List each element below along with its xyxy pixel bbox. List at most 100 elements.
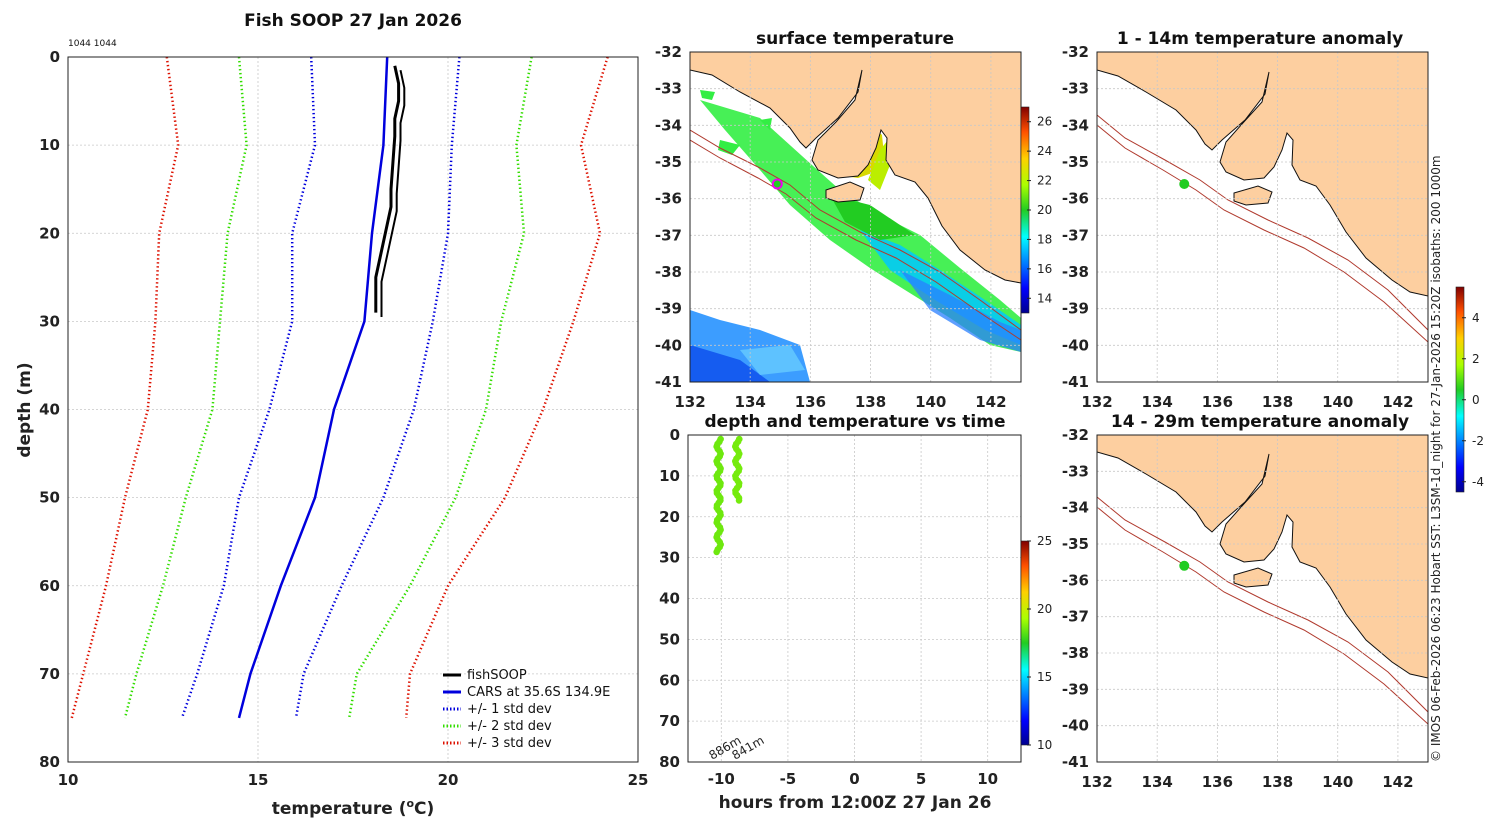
depth-time-colorbar-ticks: 10 15 20 25 xyxy=(1027,534,1052,752)
anomaly-14-29-title: 14 - 29m temperature anomaly xyxy=(1111,412,1409,432)
colorbar-tick-label: 24 xyxy=(1037,144,1052,158)
profile-x-tick: 25 xyxy=(628,771,649,789)
profile-series-line xyxy=(123,56,248,719)
depth-time-ticks: -10 -5 0 5 10 0 10 20 30 40 50 60 70 80 xyxy=(659,426,998,788)
map-y-tick: -33 xyxy=(1062,462,1089,480)
profile-y-ticks: 0 10 20 30 40 50 60 70 80 xyxy=(39,48,60,771)
fishsoop-line-upcast xyxy=(380,69,406,317)
depth-time-y-tick: 30 xyxy=(659,549,680,567)
map-y-tick: -37 xyxy=(1062,226,1089,244)
profile-series-line xyxy=(237,56,389,719)
anomaly-1-14-map xyxy=(1097,52,1428,382)
depth-time-y-tick: 60 xyxy=(659,671,680,689)
depth-time-x-tick: 0 xyxy=(849,770,859,788)
map-y-tick: -33 xyxy=(1062,80,1089,98)
sst-grid xyxy=(690,52,1021,382)
map-y-tick: -34 xyxy=(1062,116,1089,134)
colorbar-tick-label: 10 xyxy=(1037,738,1052,752)
anomaly-14-29-land xyxy=(1097,435,1428,679)
profile-y-tick: 0 xyxy=(50,48,60,66)
map-x-tick: 142 xyxy=(1382,393,1413,411)
cast-point xyxy=(713,548,720,556)
map-y-tick: -39 xyxy=(1062,680,1089,698)
map-x-tick: 132 xyxy=(1081,393,1112,411)
legend-std1: +/- 1 std dev xyxy=(467,702,552,717)
depth-time-panel: depth and temperature vs time -10 -5 0 5 10 0… xyxy=(659,412,1052,813)
map-y-tick: -35 xyxy=(1062,535,1089,553)
anomaly-1-14-kangaroo-island xyxy=(1233,185,1273,206)
profile-panel: Fish SOOP 27 Jan 2026 1044 1044 10 15 20 25… xyxy=(15,11,648,819)
map-x-tick: 140 xyxy=(915,393,946,411)
map-y-tick: -36 xyxy=(1062,190,1089,208)
depth-time-y-tick: 0 xyxy=(670,426,680,444)
sst-deep-band xyxy=(900,270,1021,352)
map-y-tick: -33 xyxy=(655,80,682,98)
sst-map-panel: surface temperature 132 134 136 138 140 1 xyxy=(655,29,1052,411)
cast-point xyxy=(735,497,743,504)
depth-time-x-tick: -10 xyxy=(708,770,735,788)
map-x-tick: 136 xyxy=(1202,393,1233,411)
depth-time-x-label: hours from 12:00Z 27 Jan 26 xyxy=(719,793,992,813)
colorbar-tick-label: 15 xyxy=(1037,670,1052,684)
anomaly-14-29-marker xyxy=(1179,560,1190,571)
depth-time-y-tick: 50 xyxy=(659,630,680,648)
map-y-tick: -40 xyxy=(1062,717,1089,735)
sst-title: surface temperature xyxy=(756,29,954,49)
map-y-tick: -40 xyxy=(655,336,682,354)
anomaly-1-14-land xyxy=(1097,52,1428,297)
station-marker xyxy=(771,178,783,190)
map-x-tick: 140 xyxy=(1322,773,1353,791)
map-x-tick: 132 xyxy=(674,393,705,411)
map-y-tick: -38 xyxy=(655,263,682,281)
map-x-tick: 142 xyxy=(975,393,1006,411)
map-y-tick: -34 xyxy=(655,116,682,134)
map-y-tick: -39 xyxy=(655,300,682,318)
anomaly-colorbar xyxy=(1455,286,1465,493)
map-y-tick: -35 xyxy=(1062,153,1089,171)
depth-time-casts xyxy=(713,435,743,556)
map-x-tick: 138 xyxy=(1262,393,1293,411)
anomaly-1-14-frame xyxy=(1096,51,1429,383)
map-x-tick: 142 xyxy=(1382,773,1413,791)
profile-series-line xyxy=(347,56,533,719)
profile-series-line xyxy=(404,56,609,719)
profile-title: Fish SOOP 27 Jan 2026 xyxy=(244,11,462,31)
depth-time-x-tick: 5 xyxy=(916,770,926,788)
anomaly-14-29-map xyxy=(1097,435,1428,762)
colorbar-tick-label: 20 xyxy=(1037,203,1052,217)
profile-series-line xyxy=(294,56,461,719)
anomaly-14-29-panel: 14 - 29m temperature anomaly 132 134 136 13… xyxy=(1062,412,1429,791)
profile-series-line xyxy=(70,56,180,719)
map-y-tick: -32 xyxy=(1062,43,1089,61)
profile-x-tick: 15 xyxy=(248,771,269,789)
depth-time-x-tick: -5 xyxy=(780,770,797,788)
depth-time-x-tick: 10 xyxy=(977,770,998,788)
profile-y-tick: 40 xyxy=(39,401,60,419)
map-y-tick: -35 xyxy=(655,153,682,171)
profile-x-tick: 10 xyxy=(58,771,79,789)
colorbar-tick-label: 16 xyxy=(1037,262,1052,276)
map-y-tick: -32 xyxy=(655,43,682,61)
colorbar-tick-label: 0 xyxy=(1472,393,1480,407)
profile-grid xyxy=(67,56,639,763)
map-y-tick: -37 xyxy=(1062,608,1089,626)
anomaly-1-14-ticks: 132 134 136 138 140 142 -32 -33 -34 -35 -36 -37 -38 -… xyxy=(1062,43,1414,411)
legend-cars: CARS at 35.6S 134.9E xyxy=(467,685,610,700)
anomaly-14-29-ticks: 132 134 136 138 140 142 -32 -33 -34 -35 -36 -37 -38 -… xyxy=(1062,426,1414,791)
anomaly-1-14-isobath-200 xyxy=(1097,114,1428,331)
depth-time-y-tick: 70 xyxy=(659,712,680,730)
depth-time-y-tick: 80 xyxy=(659,753,680,771)
anomaly-1-14-panel: 1 - 14m temperature anomaly 132 134 136 138… xyxy=(1062,29,1429,411)
profile-x-tick: 20 xyxy=(438,771,459,789)
map-x-tick: 134 xyxy=(1142,773,1173,791)
anomaly-1-14-isobath-1000 xyxy=(1097,124,1428,343)
anomaly-14-29-isobath-1000 xyxy=(1097,506,1428,725)
profile-y-tick: 80 xyxy=(39,753,60,771)
anomaly-1-14-grid xyxy=(1097,52,1428,382)
colorbar-tick-label: 25 xyxy=(1037,534,1052,548)
colorbar-tick-label: 2 xyxy=(1472,352,1480,366)
profile-legend: fishSOOP CARS at 35.6S 134.9E +/- 1 std … xyxy=(443,668,610,751)
depth-time-colorbar xyxy=(1020,540,1030,746)
sst-land xyxy=(690,52,1021,284)
anomaly-1-14-marker xyxy=(1179,179,1190,189)
